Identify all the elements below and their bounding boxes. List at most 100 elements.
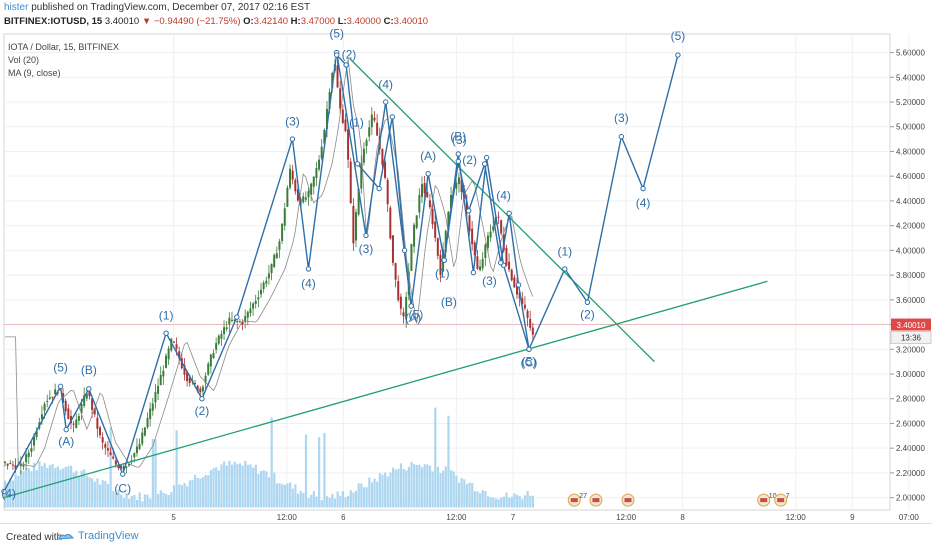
volume-bar [378,473,381,508]
volume-bar [333,498,337,508]
legend-main-series[interactable]: IOTA / Dollar, 15, BITFINEX [8,42,119,52]
wave-path [3,52,679,492]
candle-body [307,191,310,198]
volume-bar [492,497,495,508]
volume-bar [246,464,250,508]
candle-body [83,395,86,406]
wave-label: (4) [378,77,393,91]
volume-bar [291,488,294,508]
candle-body [423,182,426,194]
volume-bar [407,466,410,508]
candle-body [386,179,389,205]
moving-average-line [5,58,534,468]
volume-bar [159,490,162,508]
trendline [349,58,655,363]
countdown-tag [890,331,932,345]
candle-body [146,417,149,428]
candle-body [315,168,318,179]
event-flag-icon [592,498,600,503]
volume-bar [186,486,189,508]
wave-pivot [483,154,490,161]
open-value: 3.42140 [253,16,289,27]
last-price-tag [891,318,931,331]
wave-label: (1) [349,116,364,130]
volume-bar [405,470,408,508]
volume-bar [518,496,521,508]
volume-bar [283,484,286,508]
x-tick-label: 5 [171,513,176,522]
candle-body [296,189,299,201]
volume-bar [434,407,437,508]
volume-bar [46,467,49,508]
volume-bar [299,490,302,508]
volume-bar [4,480,7,508]
volume-bar [19,470,23,508]
candle-body [384,161,387,178]
volume-bar [336,491,339,508]
volume-bar [526,490,529,508]
volume-bar [69,465,73,508]
volume-bar [473,491,476,508]
candle-body [320,146,323,159]
wave-pivot [86,386,92,392]
candle-body [19,463,22,467]
volume-bar [460,478,463,508]
tradingview-brand[interactable]: TradingView [58,530,139,542]
volume-bar [494,498,498,508]
y-tick-label: 2.40000 [896,444,925,453]
wave-pivot [289,136,296,142]
legend-volume[interactable]: Vol (20) [8,55,40,65]
wave-pivot [408,303,414,309]
candle-body [9,462,12,465]
volume-bar [215,467,218,508]
author-link[interactable]: hister [4,2,29,13]
wave-label: (A) [405,311,421,325]
volume-bar [502,496,505,508]
price-change: ▼ −0.94490 (−21.75%) [141,16,241,27]
wave-label: (2) [195,404,210,418]
candle-body [328,92,331,109]
candle-body [91,398,94,410]
y-tick-label: 2.20000 [896,469,925,478]
wave-label: (4) [301,276,316,290]
candle-body [77,416,80,421]
trendline [3,280,768,499]
event-flag-label: 27 [579,493,587,500]
candle-body [149,408,152,420]
wave-label: (1) [159,309,174,323]
candle-body [112,456,115,459]
candle-body [62,393,65,403]
candle-body [420,184,423,197]
wave-pivot [401,247,408,254]
volume-bar [436,466,440,508]
candle-body [133,453,136,458]
candle-body [344,119,347,132]
volume-bar [347,495,350,508]
volume-bar [368,477,371,508]
candle-body [75,419,78,429]
candle-body [370,114,373,128]
candle-body [439,254,442,276]
candle-body [357,188,360,215]
event-flag-icon [760,498,768,503]
volume-bar [252,467,255,508]
candle-body [510,269,513,281]
wave-pivot [425,171,431,177]
candle-body [368,127,371,137]
legend-moving-average[interactable]: MA (9, close) [8,68,61,78]
candle-body [223,327,226,334]
wave-pivot [470,269,477,276]
candle-body [6,463,9,466]
candle-body [273,254,276,268]
candle-body [157,385,160,394]
price-chart[interactable]: 5.60000 5.40000 5.20000 5.00000 4.80000 4.600… [0,0,932,523]
wave-pivot [675,52,681,58]
candle-body [468,215,471,232]
volume-bar [529,495,532,508]
candle-body [497,216,500,218]
volume-bar [304,434,308,508]
volume-bar [508,497,511,508]
volume-bar [122,498,125,508]
wave-label: (1) [557,244,572,258]
candle-body [120,465,123,469]
